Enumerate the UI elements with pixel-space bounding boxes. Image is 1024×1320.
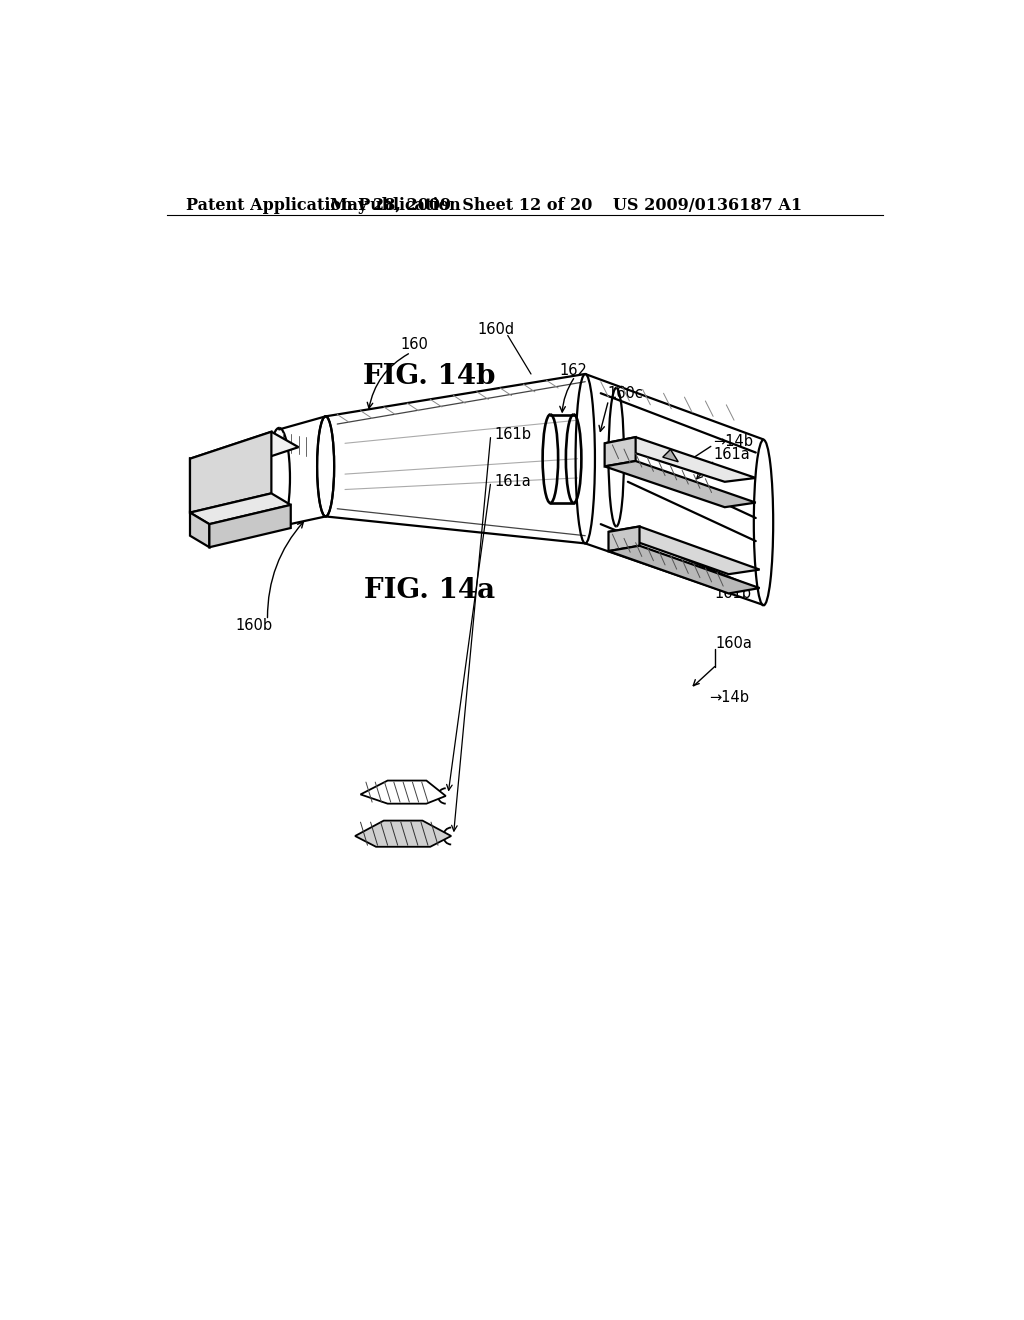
Polygon shape — [190, 432, 299, 474]
Polygon shape — [360, 780, 445, 804]
Text: US 2009/0136187 A1: US 2009/0136187 A1 — [613, 197, 802, 214]
Polygon shape — [190, 432, 271, 512]
Text: 160a: 160a — [716, 636, 753, 651]
Polygon shape — [608, 545, 760, 594]
Text: 160: 160 — [400, 337, 429, 352]
Text: 161a: 161a — [495, 474, 531, 490]
Polygon shape — [604, 437, 756, 482]
Text: 161a: 161a — [713, 447, 750, 462]
Text: Patent Application Publication: Patent Application Publication — [186, 197, 461, 214]
Text: 161b: 161b — [715, 586, 752, 601]
Text: 161b: 161b — [495, 428, 531, 442]
Polygon shape — [355, 821, 452, 847]
Text: 162: 162 — [560, 363, 588, 378]
Text: 160d: 160d — [477, 322, 515, 337]
Polygon shape — [604, 437, 636, 466]
Text: 160b: 160b — [234, 618, 272, 634]
Polygon shape — [608, 527, 640, 552]
Polygon shape — [604, 461, 756, 507]
Polygon shape — [190, 494, 291, 524]
Polygon shape — [190, 512, 209, 548]
Text: May 28, 2009  Sheet 12 of 20: May 28, 2009 Sheet 12 of 20 — [330, 197, 593, 214]
Text: →14b: →14b — [713, 434, 753, 449]
Text: →14b: →14b — [710, 690, 750, 705]
Text: FIG. 14a: FIG. 14a — [364, 577, 496, 603]
Text: 160c: 160c — [607, 385, 643, 401]
Text: FIG. 14b: FIG. 14b — [364, 363, 496, 391]
Polygon shape — [190, 459, 217, 528]
Polygon shape — [209, 506, 291, 548]
Polygon shape — [663, 449, 678, 462]
Polygon shape — [608, 527, 760, 574]
